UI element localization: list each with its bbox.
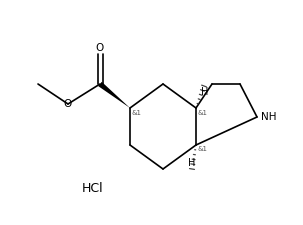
Text: &1: &1 <box>198 110 208 116</box>
Text: H: H <box>188 158 196 168</box>
Text: O: O <box>96 43 104 53</box>
Text: NH: NH <box>261 112 277 122</box>
Text: H: H <box>201 87 209 97</box>
Text: O: O <box>64 99 72 109</box>
Text: &1: &1 <box>131 110 141 116</box>
Text: &1: &1 <box>198 146 208 152</box>
Polygon shape <box>98 82 130 108</box>
Text: HCl: HCl <box>82 182 104 194</box>
